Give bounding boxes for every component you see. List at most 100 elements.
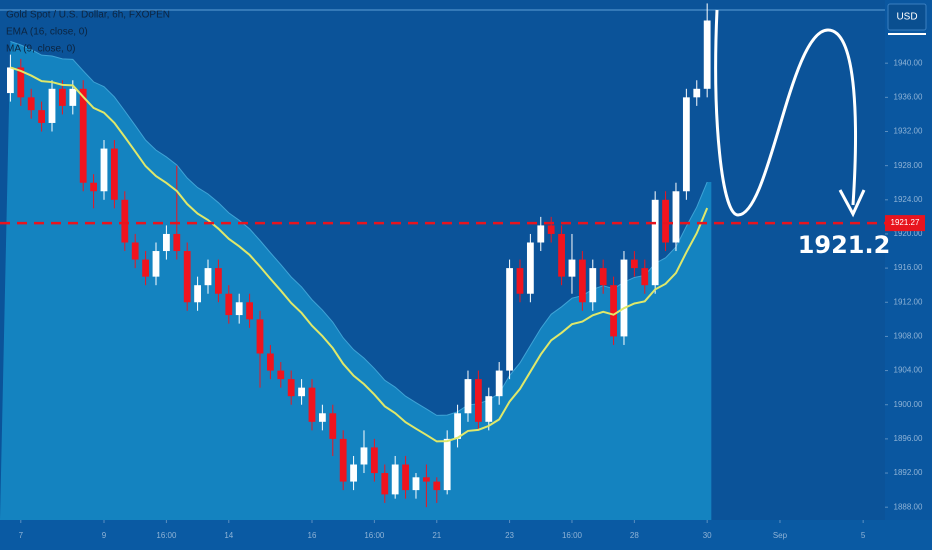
x-tick-label: 16:00 (562, 531, 583, 540)
candle-body (183, 251, 191, 303)
candle-body (381, 473, 389, 495)
x-tick-label: Sep (773, 531, 788, 540)
grid-layer: 1888.00 1892.00 1896.00 1900.00 1904.00 1908.… (19, 58, 923, 540)
price-axis-strip (885, 0, 932, 520)
ema-line (10, 66, 709, 443)
y-tick-label: 1896.00 (894, 434, 923, 443)
candle-body (142, 259, 149, 277)
candle-body (318, 413, 326, 422)
candle-body (558, 233, 565, 277)
candle-body (17, 67, 25, 98)
candle-body (589, 268, 597, 303)
y-tick-label: 1900.00 (894, 400, 923, 409)
candle-body (578, 259, 586, 303)
candle-body (79, 88, 87, 183)
x-tick-label: 23 (505, 531, 514, 540)
candle-body (537, 225, 545, 243)
candle-body (506, 268, 513, 371)
candle-body (495, 370, 503, 397)
candle-body (58, 88, 66, 106)
candle-body (693, 88, 701, 98)
candle-body (433, 481, 441, 491)
x-tick-label: 16:00 (156, 531, 177, 540)
candle-body (402, 464, 409, 491)
candle-body (308, 387, 316, 422)
candle-body (287, 379, 295, 397)
candle-body (391, 464, 399, 495)
candle-body (703, 20, 711, 89)
candle-body (48, 88, 56, 123)
candle-body (412, 477, 420, 491)
y-tick-label: 1892.00 (894, 468, 923, 477)
x-tick-label: 16:00 (364, 531, 385, 540)
candle-body (27, 97, 35, 111)
x-tick-label: 21 (432, 531, 441, 540)
candle-body (526, 242, 534, 294)
candle-body (100, 148, 108, 192)
candle-body (131, 242, 139, 260)
x-tick-label: 5 (861, 531, 866, 540)
candle-body (121, 199, 129, 243)
y-tick-label: 1908.00 (894, 332, 923, 341)
candle-body (682, 97, 690, 192)
candle-body (620, 259, 628, 337)
x-tick-label: 16 (308, 531, 317, 540)
x-tick-label: 14 (224, 531, 233, 540)
forecast-arrow (714, 9, 857, 217)
x-tick-label: 9 (102, 531, 107, 540)
candle-body (173, 233, 181, 252)
candle-body (599, 268, 607, 286)
candle-body (485, 396, 493, 422)
candle-body (152, 251, 160, 277)
x-tick-label: 30 (703, 531, 712, 540)
y-tick-label: 1912.00 (894, 297, 923, 306)
candle-body (204, 268, 212, 286)
candle-body (277, 370, 285, 380)
y-tick-label: 1904.00 (894, 366, 923, 375)
y-tick-label: 1928.00 (894, 161, 923, 170)
candle-body (329, 413, 337, 439)
y-tick-label: 1920.00 (894, 229, 923, 238)
currency-label[interactable]: USD (896, 12, 917, 23)
candle-layer (6, 3, 711, 508)
candle-body (651, 199, 659, 286)
candle-body (6, 67, 14, 94)
y-tick-label: 1924.00 (894, 195, 923, 204)
candle-body (235, 302, 243, 316)
level-label: 1921.27 (891, 218, 920, 227)
candle-body (339, 438, 347, 482)
candle-body (110, 148, 118, 200)
candle-body (266, 353, 274, 371)
candle-body (225, 293, 233, 316)
candle-body (69, 88, 77, 106)
currency-button[interactable] (887, 3, 927, 31)
candle-body (246, 302, 253, 320)
candle-body (454, 413, 461, 439)
indicator-cloud (0, 41, 712, 521)
chart-title: Gold Spot / U.S. Dollar, 6h, FXOPEN (6, 10, 170, 21)
candle-body (610, 285, 617, 337)
annotation: 1921.2 (798, 231, 891, 259)
y-tick-label: 1940.00 (894, 58, 923, 67)
candle-body (443, 438, 451, 491)
overlay-layer: 1921.27 (0, 66, 925, 443)
indicator-label: MA (9, close, 0) (6, 44, 75, 55)
candle-body (90, 182, 97, 192)
candle-body (162, 233, 170, 252)
candle-body (350, 464, 357, 482)
candle-body (464, 379, 472, 414)
y-tick-label: 1916.00 (894, 263, 923, 272)
candle-body (298, 387, 305, 397)
indicator-label: EMA (16, close, 0) (6, 27, 88, 38)
candle-body (194, 285, 201, 303)
arrow-head (838, 189, 866, 218)
candle-body (672, 191, 680, 243)
y-tick-label: 1932.00 (894, 127, 923, 136)
candle-body (360, 447, 368, 465)
candle-body (568, 259, 576, 277)
candle-body (630, 259, 638, 269)
y-tick-label: 1936.00 (894, 92, 923, 101)
candle-body (214, 268, 222, 294)
